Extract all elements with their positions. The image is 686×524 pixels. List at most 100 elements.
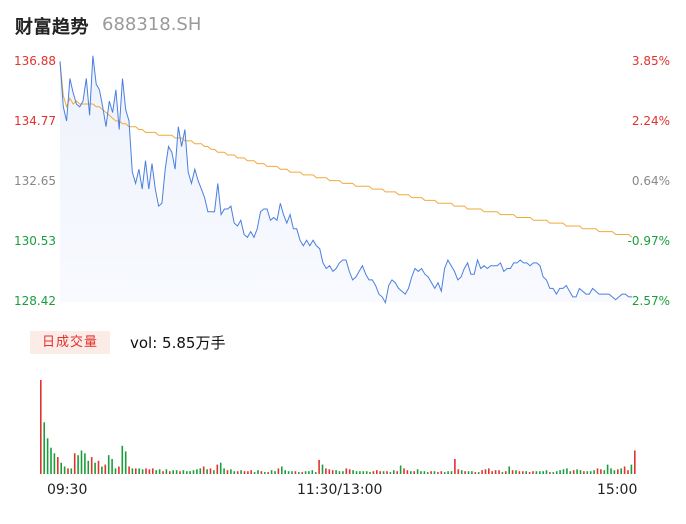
volume-bar [481,470,483,474]
volume-bar [352,470,354,474]
volume-bar [498,470,500,474]
volume-bar [477,472,480,474]
volume-bar [264,472,266,474]
volume-bar [114,468,117,474]
volume-bar [423,471,426,474]
volume-bar [186,471,188,474]
volume-bar [162,471,164,474]
volume-bar [325,468,327,474]
volume-bar [158,469,161,474]
volume-bar [610,468,612,474]
volume-bar [206,469,208,474]
volume-bar [623,466,626,474]
volume-readout: vol: 5.85万手 [130,334,226,352]
volume-bar [321,464,324,474]
volume-bar [152,468,154,474]
volume-bar [43,422,45,474]
volume-bar [240,470,242,474]
volume-bar [63,466,66,474]
price-area [60,55,632,303]
volume-bar [511,470,514,474]
price-tick-3: 132.65 [14,174,56,188]
volume-bar [219,462,222,474]
volume-bar [552,472,555,474]
volume-bar [528,472,531,474]
volume-bar [145,468,147,474]
volume-bar [90,457,93,474]
volume-bar [131,468,134,474]
price-tick-5: 128.42 [14,294,56,308]
volume-bar [443,472,446,474]
volume-bar [634,450,636,474]
volume-bar [335,470,337,474]
volume-bar [338,471,341,474]
volume-bar [545,470,548,474]
volume-bar [589,471,592,474]
volume-bar [121,445,124,474]
volume-bar [505,471,507,474]
volume-badge[interactable]: 日成交量 [30,331,110,354]
volume-bar [542,471,544,474]
volume-bar [355,471,358,474]
volume-bar [430,471,432,474]
volume-bar [410,471,412,474]
volume-bar [583,471,585,474]
volume-bar [413,471,415,474]
volume-bar [613,470,616,474]
volume-bar [396,471,398,474]
volume-bar [135,468,137,474]
volume-bar [406,470,409,474]
volume-bar [359,471,361,474]
volume-bar [270,470,273,474]
volume-bar [213,470,215,474]
volume-bar [437,472,439,474]
volume-bar [372,471,375,474]
volume-bar [382,471,385,474]
volume-bar [600,469,602,474]
volume-bar [274,471,276,474]
volume-bar [379,471,381,474]
volume-bar [314,472,317,474]
volume-bar [257,470,259,474]
volume-bar [522,471,524,474]
volume-bar [87,460,90,474]
volume-bar [250,470,252,474]
volume-bar [603,470,606,474]
volume-bar [40,380,42,474]
volume-bar [308,471,310,474]
volume-bar [460,470,463,474]
volume-bar [230,469,232,474]
volume-bar [179,471,181,474]
volume-bar [440,471,443,474]
pct-tick-1: 3.85% [631,54,670,68]
pct-tick-4: -0.97% [627,234,670,248]
price-tick-2: 134.77 [14,114,56,128]
x-tick-midday: 11:30/13:00 [297,482,383,498]
volume-bar [304,471,307,474]
volume-bar [389,472,392,474]
volume-bar [593,470,595,474]
volume-bar [97,460,100,474]
volume-bar [579,470,582,474]
price-line [59,55,632,305]
volume-bar [128,466,130,474]
volume-bar [311,470,314,474]
volume-bar [386,471,388,474]
volume-bar [369,472,371,474]
volume-bar [57,457,59,474]
volume-bar [141,469,144,474]
volume-bar [318,459,320,474]
volume-bar [532,471,534,474]
volume-bar [46,438,49,474]
volume-bar [298,472,300,474]
pct-tick-2: 2.24% [631,114,670,128]
volume-bar [433,471,436,474]
volume-bar [630,464,633,474]
average-price-line [59,61,633,238]
volume-bar [518,471,521,474]
volume-bar [328,469,331,474]
volume-bar [50,447,52,474]
volume-bar [393,470,395,474]
volume-bar [301,472,303,474]
